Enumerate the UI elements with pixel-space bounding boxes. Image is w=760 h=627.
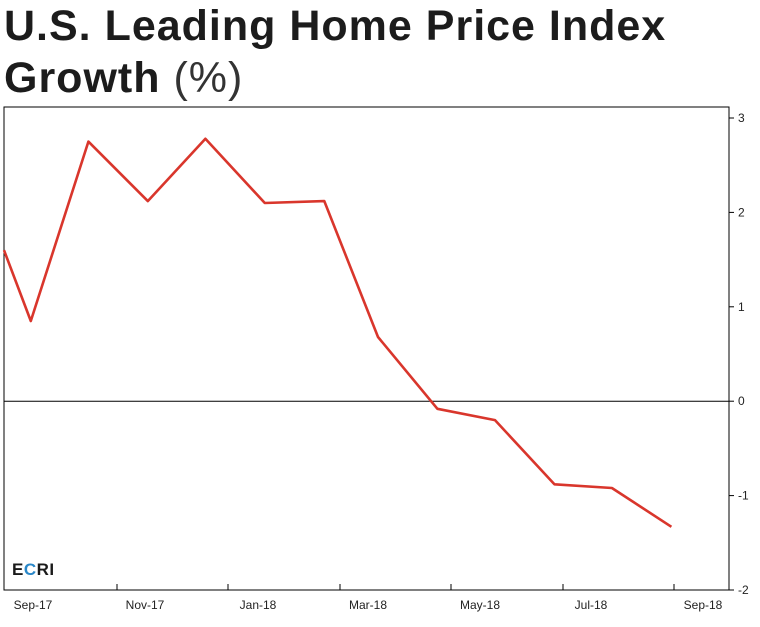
x-tick-label: Nov-17 (126, 598, 165, 612)
chart-title-line2: Growth (4, 54, 161, 102)
chart-title-line1: U.S. Leading Home Price Index (4, 2, 667, 50)
x-tick-label: May-18 (460, 598, 500, 612)
x-tick-label: Mar-18 (349, 598, 387, 612)
y-tick-label: -2 (738, 583, 749, 597)
chart-title-unit: (%) (173, 54, 244, 102)
ecri-logo: ECRI (12, 560, 55, 579)
series-group (2, 137, 673, 528)
y-axis: 3 2 1 0 -1 -2 (729, 111, 749, 597)
y-tick-label: 2 (738, 205, 745, 219)
series-line (2, 137, 673, 528)
x-tick-label: Jul-18 (575, 598, 608, 612)
y-tick-label: -1 (738, 489, 749, 503)
chart-title: U.S. Leading Home Price Index Growth (%) (4, 0, 756, 104)
plot-frame (3, 106, 730, 591)
x-tick-label: Sep-17 (14, 598, 53, 612)
x-axis: Sep-17 Nov-17 Jan-18 Mar-18 May-18 Jul-18 Sep-… (3, 584, 723, 612)
y-tick-label: 0 (738, 394, 745, 408)
y-tick-label: 1 (738, 300, 745, 314)
y-tick-label: 3 (738, 111, 745, 125)
x-tick-label: Sep-18 (684, 598, 723, 612)
x-tick-label: Jan-18 (240, 598, 277, 612)
